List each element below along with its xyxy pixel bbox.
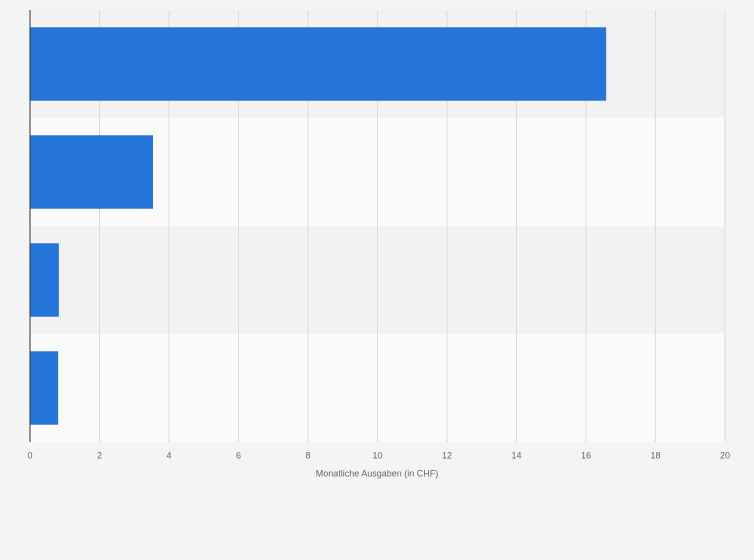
- x-tick-label: 8: [305, 450, 310, 460]
- x-tick-label: 12: [442, 450, 452, 460]
- bar: [30, 27, 607, 101]
- x-tick-label: 10: [372, 450, 382, 460]
- bar: [30, 135, 154, 209]
- bar: [30, 351, 59, 425]
- x-tick-label: 20: [720, 450, 730, 460]
- bar: [30, 243, 59, 317]
- x-tick-label: 4: [166, 450, 171, 460]
- x-tick-label: 18: [650, 450, 660, 460]
- x-tick-label: 0: [27, 450, 32, 460]
- x-tick-label: 6: [236, 450, 241, 460]
- x-tick-label: 2: [97, 450, 102, 460]
- x-tick-label: 14: [511, 450, 521, 460]
- x-axis-label: Monatliche Ausgaben (in CHF): [316, 468, 439, 478]
- x-tick-label: 16: [581, 450, 591, 460]
